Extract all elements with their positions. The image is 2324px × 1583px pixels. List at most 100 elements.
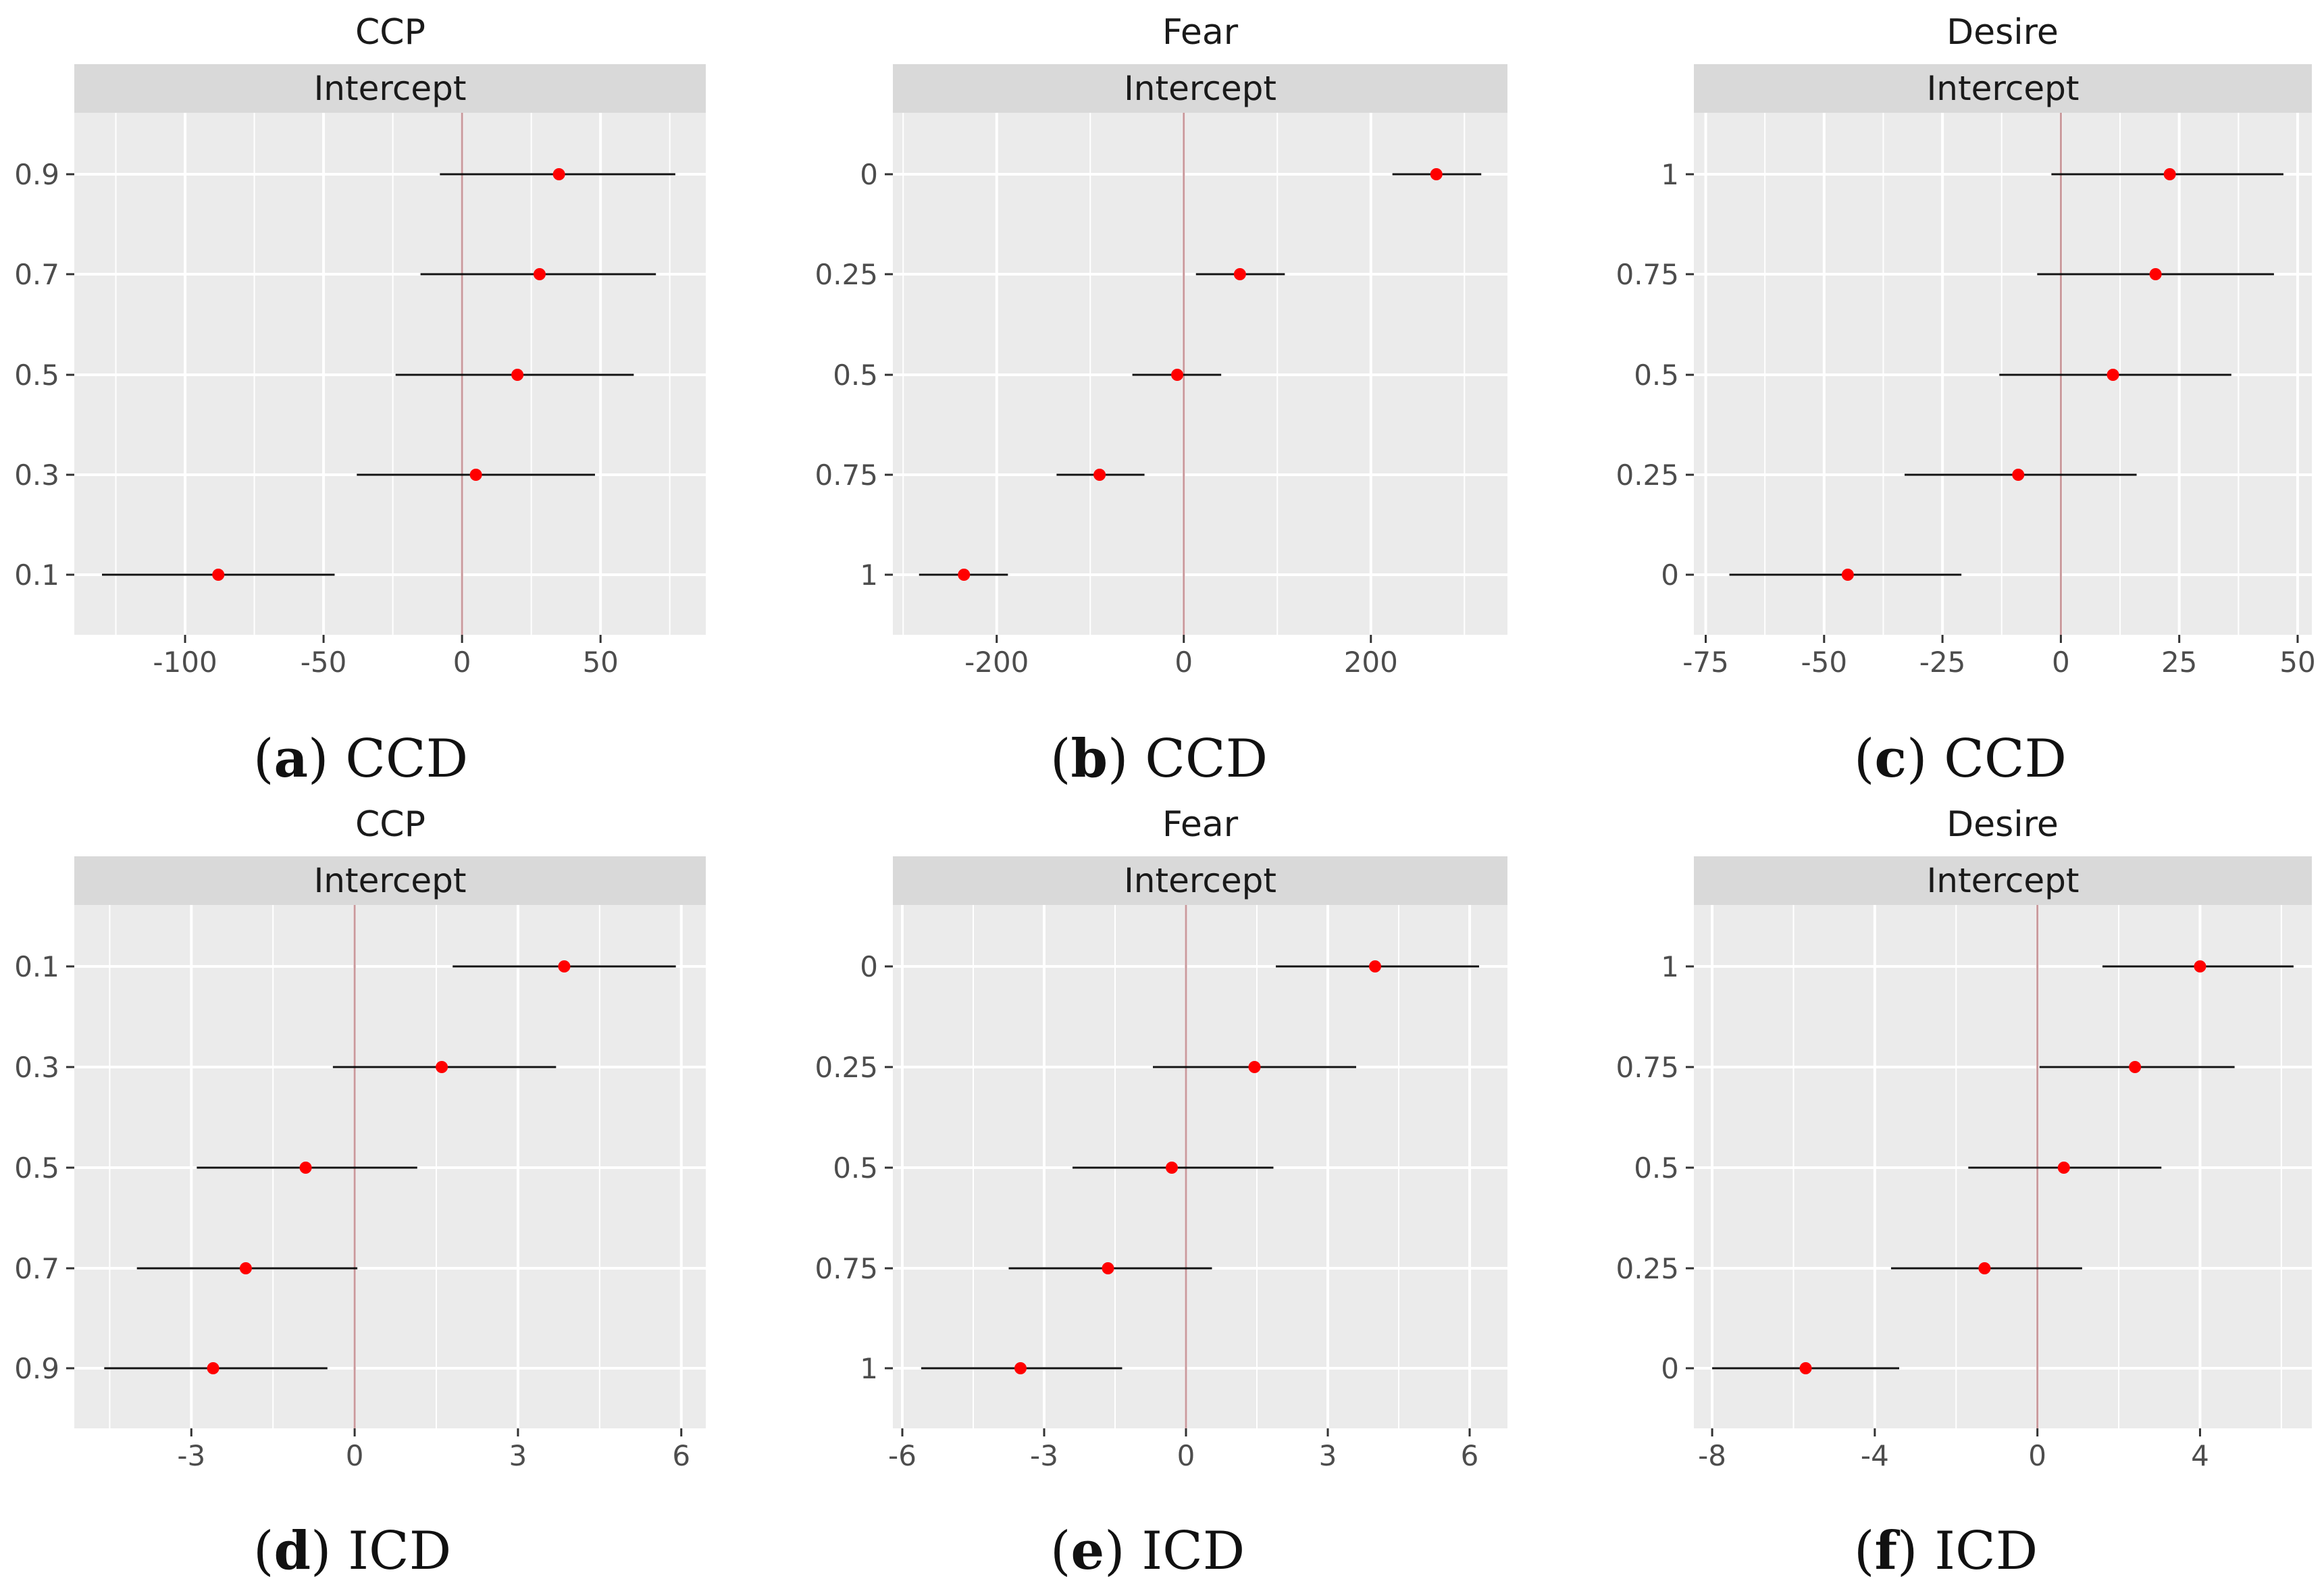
y-tick-label: 0.9: [14, 1352, 59, 1385]
x-tick-label: -8: [1698, 1439, 1726, 1472]
x-tick-label: 0: [346, 1439, 364, 1472]
x-tick-label: 0: [2028, 1439, 2046, 1472]
point-estimate: [1233, 268, 1246, 280]
y-tick-label: 0.75: [1616, 258, 1679, 291]
x-tick-label: -6: [888, 1439, 916, 1472]
caption-letter: a: [274, 728, 308, 789]
caption-letter: d: [274, 1520, 311, 1582]
caption-letter: e: [1070, 1520, 1104, 1582]
point-estimate: [958, 569, 971, 581]
facet-strip: [74, 856, 706, 905]
forest-panel-b: Fear Intercept -200 0 200 0 0.25 0.5 0.75 1 (b) CC…: [815, 12, 1507, 789]
point-estimate: [2012, 469, 2025, 481]
forest-panel-c: Desire Intercept -75 -50 -25 0 25 50 1 0.75 0.5 0.2…: [1616, 12, 2315, 789]
panel-title: Desire: [1946, 804, 2059, 845]
y-tick-label: 0: [860, 158, 878, 191]
y-tick-label: 0.3: [14, 1051, 59, 1084]
y-tick-label: 0.5: [14, 359, 59, 392]
point-estimate: [1978, 1262, 1991, 1274]
subfigure-caption: (e) ICD: [1050, 1520, 1245, 1582]
point-estimate: [511, 369, 524, 381]
caption-text: ICD: [1141, 1521, 1245, 1582]
x-tick-label: 200: [1344, 646, 1398, 679]
forest-panel-d: CCP Intercept -3 0 3 6 0.1 0.3 0.5 0.7 0.9 (d) ICD: [14, 804, 706, 1582]
subfigure-caption: (a) CCD: [253, 728, 468, 789]
point-estimate: [1799, 1362, 1812, 1374]
caption-letter: c: [1874, 728, 1907, 789]
facet-strip-label: Intercept: [1124, 861, 1276, 900]
facet-strip: [893, 856, 1507, 905]
point-estimate: [2149, 268, 2162, 280]
x-tick-label: 6: [1461, 1439, 1479, 1472]
point-estimate: [239, 1262, 252, 1274]
y-tick-label: 0.25: [1616, 1252, 1679, 1285]
y-tick-label: 0.7: [14, 1252, 59, 1285]
y-tick-label: 1: [1661, 950, 1679, 983]
y-tick-label: 0.1: [14, 950, 59, 983]
subfigure-caption: (d) ICD: [253, 1520, 451, 1582]
caption-text: CCD: [1145, 729, 1268, 789]
x-tick-label: 6: [672, 1439, 690, 1472]
y-tick-label: 0.7: [14, 258, 59, 291]
x-tick-label: 0: [453, 646, 471, 679]
panel-title: Fear: [1162, 804, 1239, 845]
x-tick-label: -3: [1030, 1439, 1058, 1472]
point-estimate: [1014, 1362, 1027, 1374]
facet-strip: [74, 64, 706, 113]
y-tick-label: 0.5: [1634, 359, 1679, 392]
facet-strip-label: Intercept: [314, 69, 467, 108]
point-estimate: [1093, 469, 1106, 481]
caption-text: ICD: [348, 1521, 451, 1582]
y-tick-label: 0: [1661, 559, 1679, 592]
point-estimate: [1171, 369, 1184, 381]
panel-title: Desire: [1946, 12, 2059, 53]
y-tick-label: 0.5: [1634, 1151, 1679, 1185]
point-estimate: [2107, 369, 2119, 381]
subfigure-caption: (b) CCD: [1050, 728, 1268, 789]
caption-text: ICD: [1934, 1521, 2038, 1582]
x-tick-label: -4: [1861, 1439, 1889, 1472]
forest-panel-f: Desire Intercept -8 -4 0 4 1 0.75 0.5 0.25 0 (f) IC…: [1616, 804, 2312, 1582]
facet-strip: [1694, 64, 2312, 113]
y-tick-label: 0: [860, 950, 878, 983]
point-estimate: [207, 1362, 220, 1374]
x-tick-label: 3: [509, 1439, 527, 1472]
point-estimate: [558, 960, 571, 972]
point-estimate: [1166, 1162, 1178, 1174]
y-tick-label: 0.1: [14, 559, 59, 592]
y-tick-label: 0.5: [833, 359, 878, 392]
panel-title: CCP: [355, 12, 425, 53]
y-tick-label: 0.75: [815, 1252, 878, 1285]
point-estimate: [2129, 1061, 2142, 1073]
subfigure-caption: (f) ICD: [1854, 1520, 2038, 1582]
y-tick-label: 0.25: [815, 258, 878, 291]
x-tick-label: -75: [1682, 646, 1729, 679]
x-tick-label: 50: [2279, 646, 2315, 679]
caption-text: CCD: [345, 729, 468, 789]
point-estimate: [2163, 168, 2176, 180]
y-tick-label: 0.3: [14, 459, 59, 492]
point-estimate: [436, 1061, 448, 1073]
point-estimate: [1369, 960, 1381, 972]
x-tick-label: -50: [301, 646, 347, 679]
y-tick-label: 1: [860, 559, 878, 592]
point-estimate: [469, 469, 482, 481]
x-tick-label: 0: [2052, 646, 2070, 679]
x-tick-label: -3: [177, 1439, 205, 1472]
y-tick-label: 0: [1661, 1352, 1679, 1385]
point-estimate: [2194, 960, 2206, 972]
y-tick-label: 1: [860, 1352, 878, 1385]
point-estimate: [1102, 1262, 1114, 1274]
panel-title: Fear: [1162, 12, 1239, 53]
point-estimate: [1248, 1061, 1261, 1073]
forest-panel-e: Fear Intercept -6 -3 0 3 6 0 0.25 0.5 0.75 1 (e) ICD: [815, 804, 1507, 1582]
x-tick-label: 3: [1319, 1439, 1337, 1472]
point-estimate: [1430, 168, 1443, 180]
x-tick-label: 0: [1174, 646, 1193, 679]
point-estimate: [2057, 1162, 2070, 1174]
y-tick-label: 0.75: [815, 459, 878, 492]
y-tick-label: 0.5: [833, 1151, 878, 1185]
x-tick-label: -50: [1801, 646, 1848, 679]
y-tick-label: 0.75: [1616, 1051, 1679, 1084]
